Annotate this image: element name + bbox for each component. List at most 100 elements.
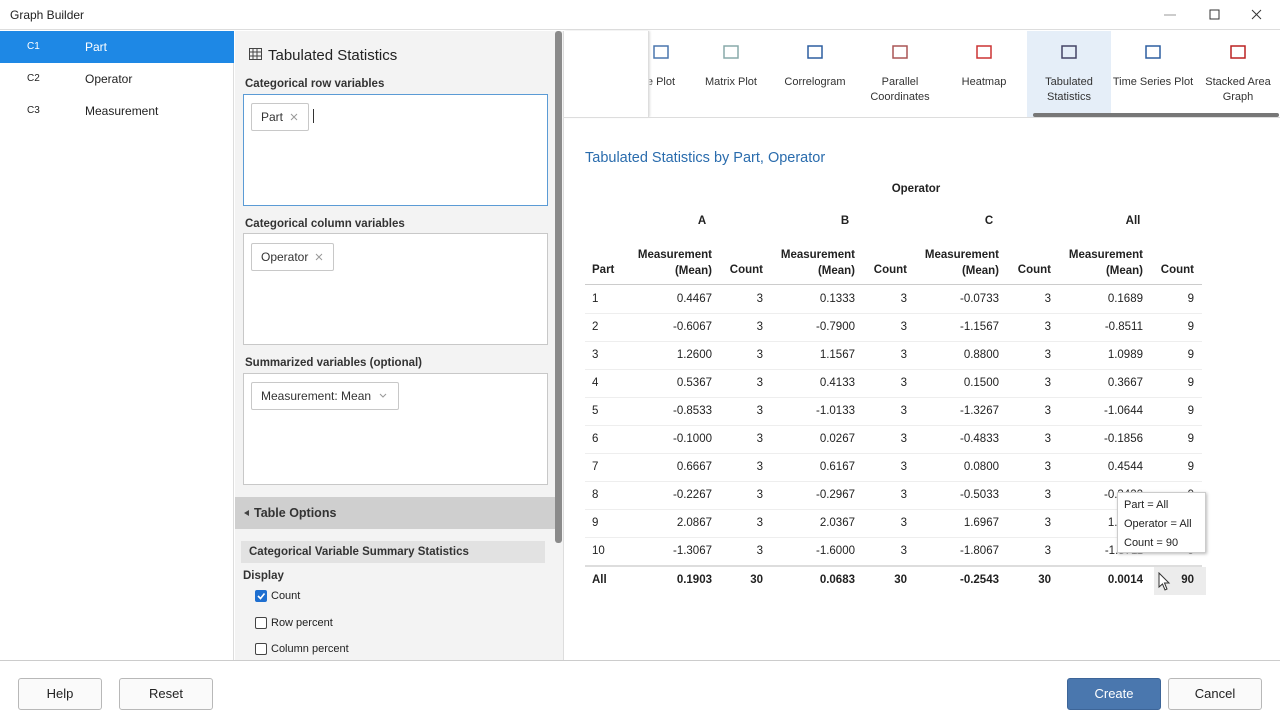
gallery-item[interactable]: e Plot xyxy=(646,76,676,88)
var-chip[interactable]: Measurement: Mean xyxy=(251,382,400,410)
tooltip-line: Part = All xyxy=(1124,499,1169,511)
table-cell: 3 xyxy=(1044,405,1051,417)
row-label: 8 xyxy=(592,489,599,501)
row-label: 1 xyxy=(592,293,599,305)
table-cell: 3 xyxy=(900,545,907,557)
table-cell: 0.0014 xyxy=(1107,574,1143,586)
checkbox[interactable] xyxy=(255,590,267,602)
chip-text: Operator xyxy=(261,250,309,264)
table-cell: 30 xyxy=(894,574,907,586)
column-selected[interactable] xyxy=(0,31,234,63)
row-label: 5 xyxy=(592,405,599,417)
column-header: Measurement (Mean) xyxy=(924,249,999,277)
column-header: Measurement (Mean) xyxy=(780,249,855,277)
group-name: C xyxy=(984,215,994,227)
gallery-scrollbar[interactable] xyxy=(1033,113,1279,117)
checkbox[interactable] xyxy=(255,643,267,655)
gallery-item[interactable]: Correlogram xyxy=(784,76,846,88)
col-name[interactable]: Operator xyxy=(85,72,133,86)
row-label: 10 xyxy=(592,545,605,557)
gallery-item[interactable]: Heatmap xyxy=(961,76,1007,88)
row-label: 3 xyxy=(592,349,599,361)
options-title[interactable]: Table Options xyxy=(254,506,337,520)
table-cell: 3 xyxy=(900,433,907,445)
reset-button[interactable]: Reset xyxy=(119,678,213,710)
gallery-item[interactable]: Matrix Plot xyxy=(705,76,757,88)
table-cell: 0.0267 xyxy=(819,433,855,445)
col-id: C2 xyxy=(27,73,40,84)
table-cell: 9 xyxy=(1187,321,1194,333)
table-cell: -0.8533 xyxy=(672,405,712,417)
section-label: Categorical row variables xyxy=(245,78,385,90)
tooltip-line: Count = 90 xyxy=(1124,537,1179,549)
row-label: 4 xyxy=(592,377,599,389)
table-cell: 0.0800 xyxy=(963,461,999,473)
gallery-item[interactable]: Stacked Area Graph xyxy=(1205,76,1271,103)
table-cell: -1.3067 xyxy=(672,545,712,557)
checkbox-label[interactable]: Row percent xyxy=(271,616,333,629)
group-name: All xyxy=(1125,215,1141,227)
table-cell: 3 xyxy=(900,489,907,501)
table-cell: 9 xyxy=(1187,461,1194,473)
chip-text: Part xyxy=(261,110,284,124)
checkbox[interactable] xyxy=(255,616,267,629)
table-cell: 1.2600 xyxy=(676,349,712,361)
table-cell: 3 xyxy=(1044,489,1051,501)
gallery-icon xyxy=(1228,43,1248,61)
table-cell: -0.0733 xyxy=(959,293,999,305)
col-var-box[interactable] xyxy=(243,233,548,345)
table-cell: 0.5367 xyxy=(676,377,712,389)
table-cell: 0.1500 xyxy=(963,377,999,389)
cancel-button[interactable]: Cancel xyxy=(1168,678,1262,710)
gallery-icon xyxy=(721,43,741,61)
section-label: Categorical Variable Summary Statistics xyxy=(249,546,469,558)
row-rule xyxy=(585,341,1202,342)
table-cell: -0.6067 xyxy=(672,321,712,333)
create-button[interactable]: Create xyxy=(1067,678,1161,710)
divider xyxy=(564,117,1280,118)
checkbox-label[interactable]: Column percent xyxy=(271,643,349,655)
table-cell: -0.8511 xyxy=(1104,321,1143,333)
title-bar: Graph Builder xyxy=(0,0,1280,30)
help-button[interactable]: Help xyxy=(18,678,102,710)
var-chip[interactable]: Part xyxy=(251,103,310,131)
table-cell: 0.6667 xyxy=(676,461,712,473)
gallery-item[interactable]: Tabulated Statistics xyxy=(1045,76,1093,103)
table-cell: 0.4544 xyxy=(1107,461,1143,473)
table-cell: 3 xyxy=(900,321,907,333)
gallery-item[interactable]: Time Series Plot xyxy=(1112,76,1194,88)
table-cell: 0.4133 xyxy=(819,377,855,389)
table-cell: 3 xyxy=(756,293,763,305)
table-cell: 3 xyxy=(1044,461,1051,473)
table-cell: 3 xyxy=(900,461,907,473)
options-header[interactable] xyxy=(235,497,555,529)
col-name[interactable]: Measurement xyxy=(85,104,159,118)
gallery-item[interactable]: Parallel Coordinates xyxy=(870,76,930,103)
table-cell: 3 xyxy=(756,349,763,361)
gallery-icon xyxy=(651,43,671,61)
column-group-label: Operator xyxy=(891,183,941,195)
gallery-button[interactable] xyxy=(564,31,649,117)
row-header: Part xyxy=(592,264,615,276)
row-label: 2 xyxy=(592,321,599,333)
settings-panel: Tabulated Statistics Categorical row var… xyxy=(235,31,563,660)
window-controls[interactable] xyxy=(1160,6,1270,24)
panel-title: Tabulated Statistics xyxy=(268,47,398,64)
display-label: Display xyxy=(243,570,284,582)
footer: Help Reset Create Cancel xyxy=(0,660,1280,726)
col-name[interactable]: Part xyxy=(85,40,108,54)
row-rule xyxy=(585,509,1202,510)
table-cell: 0.1903 xyxy=(676,574,712,586)
tooltip: Part = All Operator = All Count = 90 xyxy=(1117,492,1206,553)
gallery-icon xyxy=(1059,43,1079,61)
table-cell: 0.1333 xyxy=(819,293,855,305)
table-cell: 0.3667 xyxy=(1107,377,1143,389)
table-cell: 0.0683 xyxy=(819,574,855,586)
table-cell: 9 xyxy=(1187,293,1194,305)
checkbox-label[interactable]: Count xyxy=(271,590,301,602)
scrollbar[interactable] xyxy=(555,31,562,543)
cursor xyxy=(1158,571,1172,592)
column-list: C1 Part C2 Operator C3 Measurement xyxy=(0,31,234,660)
var-chip[interactable]: Operator xyxy=(251,243,335,271)
gallery-icon xyxy=(805,43,825,61)
